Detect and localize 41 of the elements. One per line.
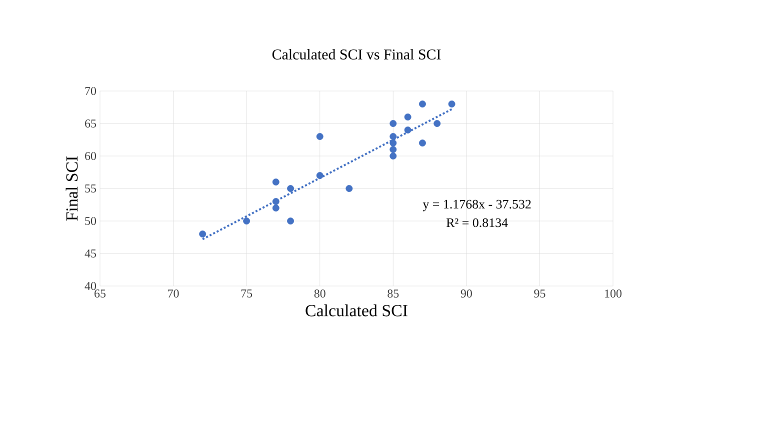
y-tick-label: 50 <box>85 216 96 226</box>
point <box>287 185 294 192</box>
x-tick-label: 90 <box>460 290 472 298</box>
point <box>272 198 280 205</box>
point <box>390 120 397 127</box>
point <box>243 218 250 224</box>
point <box>272 178 280 186</box>
point <box>404 114 412 120</box>
point <box>448 100 456 108</box>
x-axis-title: Calculated SCI <box>306 304 408 316</box>
point <box>316 133 324 140</box>
point <box>346 185 353 192</box>
x-tick-label: 75 <box>241 290 252 298</box>
point <box>272 204 280 212</box>
x-tick-label: 65 <box>94 290 106 298</box>
chart-title: Calculated SCI vs Final SCI <box>272 48 441 60</box>
point <box>390 152 397 160</box>
y-tick-label: 40 <box>84 282 96 290</box>
annotation: R² = 0.8134 <box>446 218 508 228</box>
point <box>199 230 206 238</box>
point <box>390 140 397 146</box>
point <box>404 126 412 134</box>
point <box>418 100 426 108</box>
x-tick-label: 70 <box>168 290 179 298</box>
x-tick-label: 100 <box>605 290 622 298</box>
point <box>434 120 441 127</box>
x-tick-label: 80 <box>314 290 326 298</box>
y-tick-label: 70 <box>85 86 96 96</box>
annotation: y = 1.1768x - 37.532 <box>422 200 531 212</box>
point <box>390 146 397 153</box>
y-axis-title: Final SCI <box>66 156 78 221</box>
x-tick-label: 85 <box>388 290 399 298</box>
point <box>390 133 397 140</box>
point <box>287 218 294 224</box>
y-tick-label: 45 <box>84 250 96 258</box>
point <box>316 172 324 179</box>
point <box>418 140 426 146</box>
x-tick-label: 95 <box>534 290 546 298</box>
y-tick-label: 65 <box>85 119 96 128</box>
y-tick-label: 55 <box>85 184 96 192</box>
y-tick-label: 60 <box>85 152 96 160</box>
